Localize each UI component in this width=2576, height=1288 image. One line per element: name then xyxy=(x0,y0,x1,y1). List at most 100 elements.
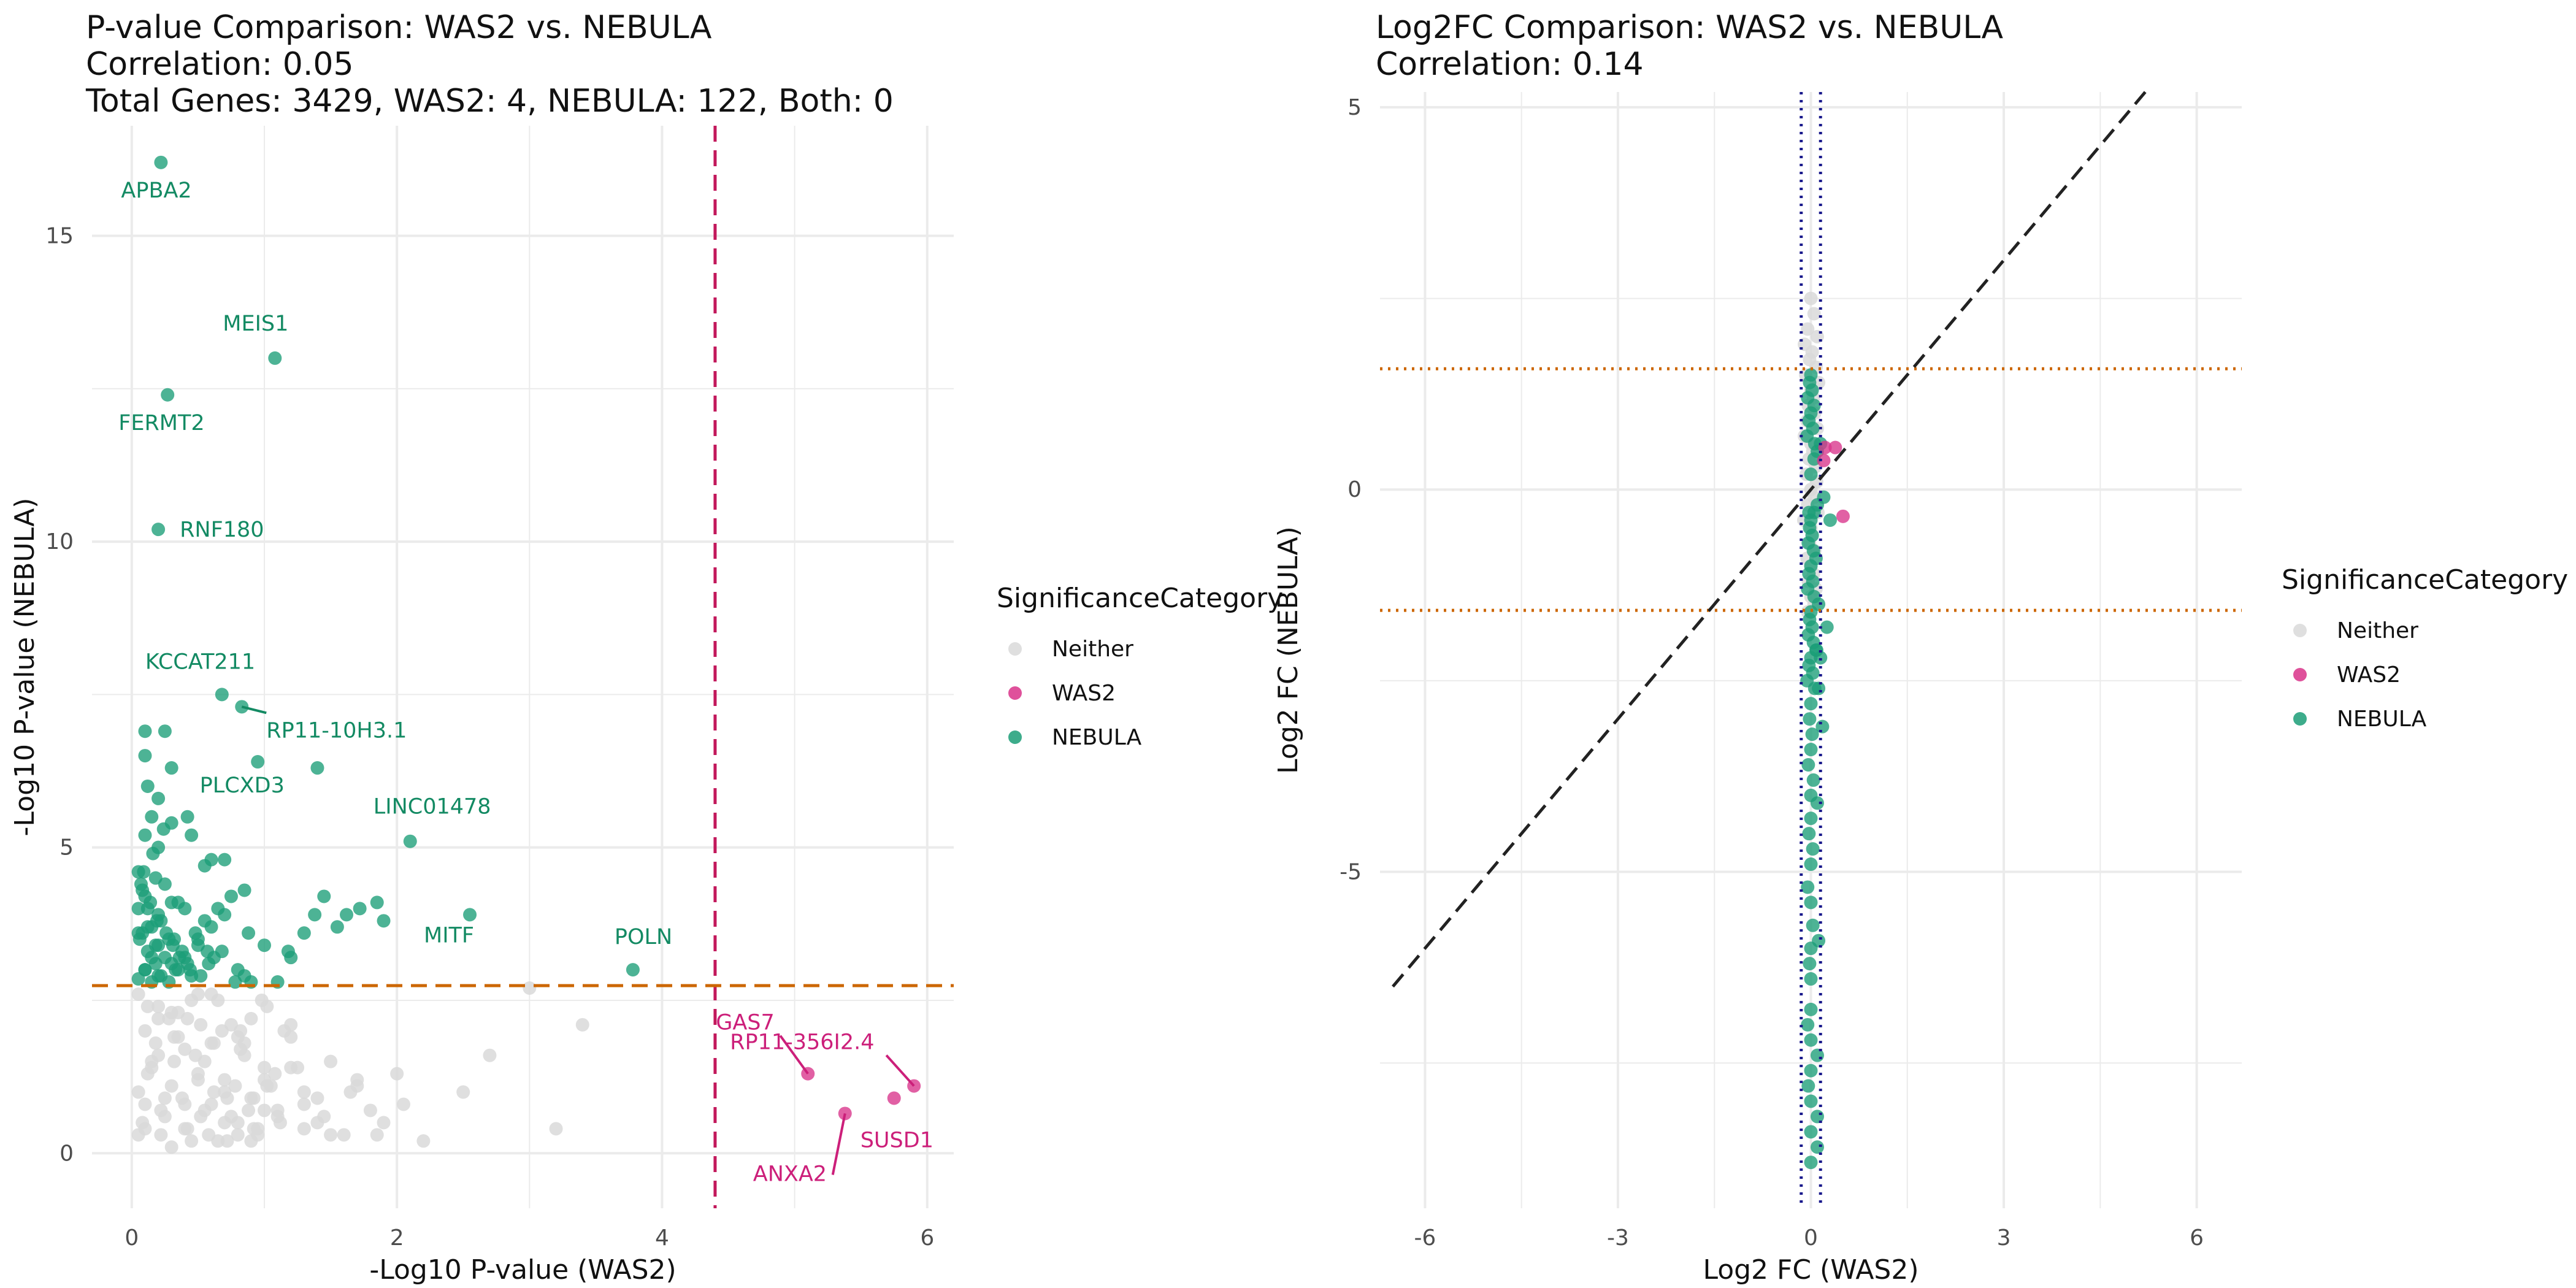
x-axis-label: Log2 FC (WAS2) xyxy=(1703,1254,1919,1286)
data-point-nebula xyxy=(183,963,197,977)
legend-entry-label: Neither xyxy=(1052,637,1133,662)
data-point-neither xyxy=(324,1128,338,1142)
data-point-neither xyxy=(575,1018,589,1032)
data-point-neither xyxy=(154,1128,168,1142)
data-point-nebula xyxy=(268,351,282,365)
data-point-neither xyxy=(363,1103,377,1117)
data-point-neither xyxy=(207,1036,221,1050)
data-point-nebula xyxy=(1804,467,1818,481)
data-point-neither xyxy=(370,1128,384,1142)
data-point-nebula xyxy=(138,724,152,738)
data-point-nebula xyxy=(180,810,194,824)
data-point-nebula xyxy=(178,902,192,916)
data-point-nebula xyxy=(197,859,212,873)
x-tick-label: 0 xyxy=(1804,1225,1818,1251)
data-point-nebula xyxy=(1805,727,1819,742)
data-point-neither xyxy=(284,1018,298,1032)
data-point-nebula xyxy=(330,920,344,934)
data-point-neither xyxy=(178,1042,192,1056)
data-point-nebula xyxy=(1804,697,1818,711)
data-point-neither xyxy=(234,1024,248,1038)
data-point-nebula xyxy=(242,926,256,940)
data-point-nebula xyxy=(284,951,298,965)
data-point-nebula xyxy=(145,810,159,824)
data-point-nebula xyxy=(1815,719,1830,734)
y-axis-label: -Log10 P-value (NEBULA) xyxy=(9,498,40,837)
data-point-nebula xyxy=(228,975,242,989)
series-nebula xyxy=(131,155,640,989)
data-point-nebula xyxy=(159,926,174,940)
data-point-nebula xyxy=(224,889,238,903)
data-point-nebula xyxy=(1804,1064,1818,1078)
gridlines xyxy=(1380,92,2242,1208)
series-nebula xyxy=(1800,368,1837,1170)
data-point-neither xyxy=(1807,307,1821,321)
data-point-neither xyxy=(188,1048,202,1062)
data-point-nebula xyxy=(353,902,367,916)
data-point-neither xyxy=(138,1122,152,1136)
data-point-nebula xyxy=(218,908,232,922)
data-point-nebula xyxy=(1801,880,1815,894)
data-point-neither xyxy=(158,1091,172,1105)
legend-entry-label: WAS2 xyxy=(2337,662,2401,688)
data-point-neither xyxy=(297,1097,311,1111)
data-point-neither xyxy=(194,1018,208,1032)
data-point-nebula xyxy=(138,828,152,842)
data-point-neither xyxy=(291,1060,305,1075)
data-point-nebula xyxy=(145,951,159,965)
legend-key-neither xyxy=(2293,624,2307,637)
data-point-nebula xyxy=(251,755,265,769)
data-point-nebula xyxy=(150,914,164,928)
data-point-nebula xyxy=(370,895,384,910)
legend-key-nebula xyxy=(2293,712,2307,726)
annotation-label: SUSD1 xyxy=(861,1129,933,1153)
annotation-label: LINC01478 xyxy=(374,795,491,819)
x-tick-label: 2 xyxy=(390,1225,404,1251)
data-point-nebula xyxy=(215,688,229,702)
data-point-nebula xyxy=(1804,743,1818,757)
data-point-neither xyxy=(138,1097,152,1111)
data-point-neither xyxy=(204,987,218,1001)
data-point-neither xyxy=(191,987,205,1001)
y-tick-label: -5 xyxy=(1340,860,1362,885)
annotation-label: RP11-10H3.1 xyxy=(266,718,407,743)
data-point-neither xyxy=(258,1060,271,1075)
data-point-neither xyxy=(483,1048,497,1062)
annotation-label: ANXA2 xyxy=(753,1162,827,1186)
y-tick-label: 10 xyxy=(45,529,74,554)
data-point-nebula xyxy=(146,846,160,861)
x-tick-label: 0 xyxy=(125,1225,139,1251)
data-point-nebula xyxy=(137,865,151,879)
data-point-neither xyxy=(343,1085,358,1099)
data-point-nebula xyxy=(144,895,158,910)
data-point-neither xyxy=(242,1103,256,1117)
data-point-neither xyxy=(131,1085,145,1099)
y-tick-label: 0 xyxy=(59,1141,74,1166)
data-point-nebula xyxy=(156,822,171,836)
data-point-neither xyxy=(167,1030,182,1044)
data-point-nebula xyxy=(169,963,183,977)
data-point-neither xyxy=(247,1122,261,1136)
data-point-neither xyxy=(151,1011,166,1025)
data-point-nebula xyxy=(1804,1156,1818,1170)
data-point-nebula xyxy=(194,969,208,983)
data-point-nebula xyxy=(1806,918,1820,932)
x-tick-label: -6 xyxy=(1414,1225,1436,1251)
data-point-was2 xyxy=(1828,440,1842,454)
data-point-neither xyxy=(390,1067,404,1081)
data-point-neither xyxy=(164,1079,178,1093)
data-point-nebula xyxy=(1823,513,1837,527)
data-point-neither xyxy=(178,1097,192,1111)
data-point-nebula xyxy=(202,957,216,971)
data-point-nebula xyxy=(204,920,218,934)
x-axis-label: -Log10 P-value (WAS2) xyxy=(369,1254,676,1286)
data-point-nebula xyxy=(1803,712,1817,726)
data-point-nebula xyxy=(134,877,148,891)
series-neither xyxy=(131,981,589,1154)
legend-key-nebula xyxy=(1008,730,1022,744)
data-point-nebula xyxy=(1804,1094,1818,1108)
annotation-label: KCCAT211 xyxy=(145,650,255,674)
data-point-neither xyxy=(154,1103,168,1117)
data-point-nebula xyxy=(140,779,155,793)
data-point-neither xyxy=(215,1024,229,1038)
